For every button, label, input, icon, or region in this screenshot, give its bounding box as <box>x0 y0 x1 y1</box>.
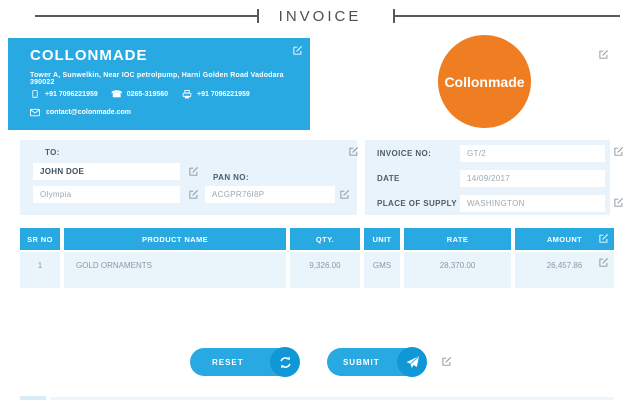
invoice-no-label: INVOICE NO: <box>377 149 432 158</box>
items-table: SR NO PRODUCT NAME QTY. UNIT RATE AMOUNT… <box>20 228 614 288</box>
edit-icon[interactable] <box>598 233 609 244</box>
cell-unit: GMS <box>364 252 400 288</box>
cell-qty: 9,326.00 <box>290 252 360 288</box>
date-input[interactable] <box>460 170 605 187</box>
mobile-icon <box>30 88 40 100</box>
edit-icon[interactable] <box>598 257 609 268</box>
table-header-row: SR NO PRODUCT NAME QTY. UNIT RATE AMOUNT <box>20 228 614 250</box>
col-sr-no: SR NO <box>20 228 60 250</box>
fax-contact: +91 7096221959 <box>182 88 250 100</box>
recipient-city-input[interactable] <box>33 186 180 203</box>
edit-icon[interactable] <box>339 189 350 200</box>
send-icon <box>397 347 427 377</box>
fax-icon <box>182 88 192 100</box>
header-rule-right <box>394 15 620 17</box>
email-address: contact@colonmade.com <box>46 108 132 116</box>
col-unit: UNIT <box>364 228 400 250</box>
edit-icon[interactable] <box>292 45 303 56</box>
company-card: COLLONMADE Tower A, Sunwelkin, Near IOC … <box>8 38 310 130</box>
company-name: COLLONMADE <box>30 47 148 64</box>
date-label: DATE <box>377 174 400 183</box>
edit-icon[interactable] <box>441 356 452 367</box>
submit-button-label: SUBMIT <box>342 358 380 367</box>
to-label: TO: <box>45 148 60 157</box>
pan-input[interactable] <box>205 186 335 203</box>
company-logo: Collonmade <box>438 35 531 128</box>
bill-to-panel: TO: PAN NO: <box>20 140 359 215</box>
submit-button[interactable]: SUBMIT <box>327 347 427 377</box>
edit-icon[interactable] <box>613 146 624 157</box>
cell-amount-value: 26,457.86 <box>546 261 583 270</box>
refresh-icon <box>270 347 300 377</box>
header-rule-left <box>35 15 258 17</box>
next-section-strip <box>50 397 614 400</box>
table-row: 1 GOLD ORNAMENTS 9,326.00 GMS 28,370.00 … <box>20 252 614 288</box>
edit-icon[interactable] <box>188 166 199 177</box>
edit-icon[interactable] <box>613 197 624 208</box>
edit-icon[interactable] <box>188 189 199 200</box>
col-rate: RATE <box>404 228 511 250</box>
recipient-name-input[interactable] <box>33 163 180 180</box>
cell-rate: 28,370.00 <box>404 252 511 288</box>
fax-number: +91 7096221959 <box>197 90 250 98</box>
edit-icon[interactable] <box>598 49 609 60</box>
pan-label: PAN NO: <box>213 173 249 182</box>
reset-button-label: RESET <box>211 358 244 367</box>
place-of-supply-input[interactable] <box>460 195 605 212</box>
place-of-supply-label: PLACE OF SUPPLY <box>377 199 457 208</box>
phone-number: 0265-319560 <box>126 90 169 98</box>
invoice-no-input[interactable] <box>460 145 605 162</box>
edit-icon[interactable] <box>348 146 359 157</box>
header-rule-left-cap <box>257 9 259 23</box>
phone-contact: ☎ 0265-319560 <box>111 88 169 100</box>
col-amount-label: AMOUNT <box>546 234 583 244</box>
email-icon <box>30 106 40 118</box>
col-product-name: PRODUCT NAME <box>64 228 286 250</box>
logo-text: Collonmade <box>444 73 525 90</box>
mobile-contact: +91 7096221959 <box>30 88 98 100</box>
company-contacts: +91 7096221959 ☎ 0265-319560 +91 7096221… <box>30 88 305 100</box>
invoice-meta-panel: INVOICE NO: DATE PLACE OF SUPPLY <box>365 140 610 215</box>
cell-amount: 26,457.86 <box>515 252 614 288</box>
phone-icon: ☎ <box>111 89 123 99</box>
cell-product-name: GOLD ORNAMENTS <box>64 252 286 288</box>
next-section-cell <box>20 396 46 400</box>
email-contact: contact@colonmade.com <box>30 106 131 118</box>
company-address: Tower A, Sunwelkin, Near IOC petrolpump,… <box>30 72 284 86</box>
reset-button[interactable]: RESET <box>190 347 300 377</box>
col-qty: QTY. <box>290 228 360 250</box>
page-title: INVOICE <box>278 8 362 25</box>
cell-sr-no: 1 <box>20 252 60 288</box>
col-amount: AMOUNT <box>515 228 614 250</box>
mobile-number: +91 7096221959 <box>45 90 98 98</box>
